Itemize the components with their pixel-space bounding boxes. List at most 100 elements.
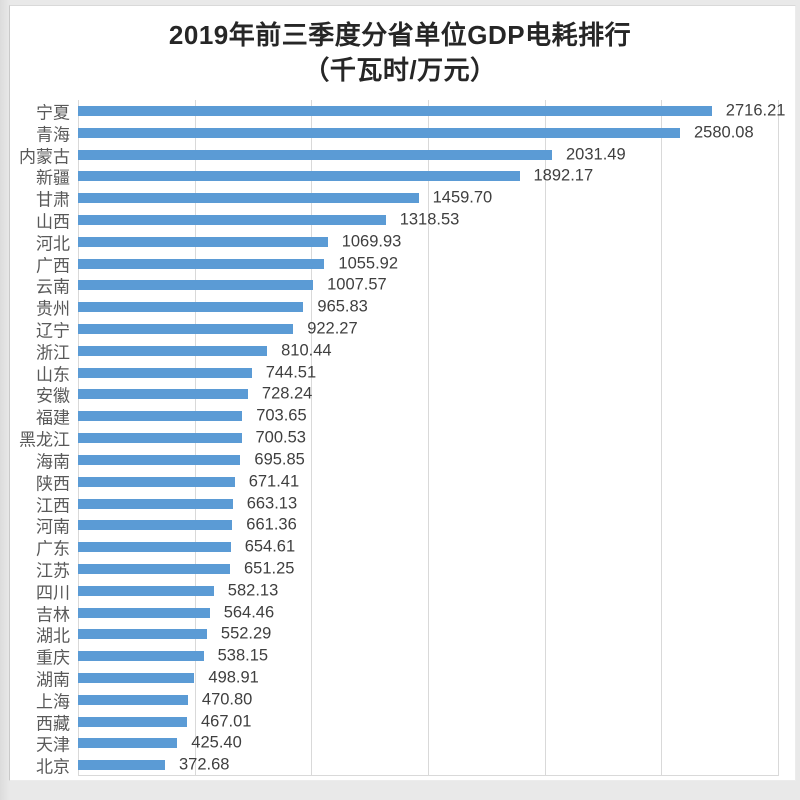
category-label: 四川 (36, 583, 70, 603)
value-label: 564.46 (223, 603, 275, 622)
bar-row: 福建 703.65 (0, 405, 780, 428)
value-label: 661.36 (246, 515, 297, 534)
category-label: 湖南 (36, 670, 70, 690)
category-label: 重庆 (36, 648, 70, 668)
value-bar (78, 149, 552, 160)
value-bar (78, 760, 165, 771)
bar-row: 上海 470.80 (0, 689, 780, 711)
value-label: 663.13 (246, 494, 298, 513)
bar-row: 山东 744.51 (0, 362, 780, 384)
category-label: 贵州 (36, 299, 70, 319)
bar-row: 江西 663.13 (0, 493, 780, 515)
value-bar (78, 454, 241, 465)
x-gridline (778, 100, 779, 776)
bar-row: 贵州 965.83 (0, 296, 780, 319)
bar-row: 湖北 552.29 (0, 624, 780, 646)
value-label: 728.24 (261, 384, 313, 403)
bar-row: 海南 695.85 (0, 449, 780, 471)
x-gridline (311, 100, 313, 776)
category-label: 广东 (36, 539, 70, 559)
category-label: 上海 (36, 692, 70, 712)
value-label: 651.25 (244, 559, 295, 578)
value-bar (78, 651, 204, 662)
value-bar (78, 280, 314, 291)
bar-row: 河南 661.36 (0, 514, 780, 537)
value-label: 1459.70 (432, 188, 493, 207)
bar-row: 广西 1055.92 (0, 253, 780, 275)
value-bar (78, 214, 386, 225)
bar-row: 河北 1069.93 (0, 231, 780, 253)
bar-row: 宁夏 2716.21 (0, 100, 785, 123)
bar-row: 重庆 538.15 (0, 645, 780, 668)
value-label: 372.68 (179, 755, 230, 774)
chart-title-line1: 2019年前三季度分省单位GDP电耗排行 (168, 20, 632, 50)
category-label: 安徽 (36, 386, 70, 406)
value-bar (78, 716, 187, 727)
value-bar (78, 411, 243, 422)
value-bar (78, 345, 268, 356)
value-bar (78, 476, 235, 487)
category-label: 河北 (36, 234, 70, 254)
category-label: 北京 (36, 757, 70, 777)
category-label: 甘肃 (36, 190, 70, 210)
bar-rows: 宁夏 2716.21 青海 2580.08 内蒙古 2031.49 新疆 189… (0, 100, 785, 777)
bar-row: 浙江 810.44 (0, 340, 780, 362)
value-bar (78, 105, 712, 116)
bar-row: 北京 372.68 (0, 754, 780, 777)
value-bar (78, 171, 520, 182)
bar-row: 安徽 728.24 (0, 384, 780, 406)
bar-row: 湖南 498.91 (0, 667, 780, 690)
value-label: 552.29 (220, 624, 272, 643)
category-label: 广西 (36, 256, 70, 276)
category-label: 吉林 (36, 605, 70, 625)
category-label: 内蒙古 (19, 147, 70, 167)
value-bar (78, 585, 214, 596)
value-bar (78, 302, 304, 313)
value-label: 922.27 (307, 319, 358, 338)
value-bar (78, 607, 210, 618)
value-label: 1069.93 (341, 232, 402, 251)
category-label: 福建 (36, 408, 70, 428)
bar-row: 内蒙古 2031.49 (0, 144, 780, 166)
bar-row: 吉林 564.46 (0, 602, 780, 624)
bar-row: 甘肃 1459.70 (0, 187, 780, 210)
category-label: 海南 (36, 452, 70, 472)
category-label: 江苏 (36, 561, 70, 581)
value-bar (78, 367, 252, 378)
bar-row: 黑龙江 700.53 (0, 427, 780, 450)
chart-title: 2019年前三季度分省单位GDP电耗排行 （千瓦时/万元） (0, 18, 800, 88)
value-bar (78, 542, 231, 553)
value-label: 467.01 (201, 712, 252, 731)
value-bar (78, 127, 680, 138)
x-axis-line (78, 775, 778, 776)
category-label: 陕西 (36, 474, 70, 494)
bar-row: 江苏 651.25 (0, 558, 780, 580)
value-label: 1892.17 (533, 166, 594, 185)
bar-row: 新疆 1892.17 (0, 165, 780, 188)
category-label: 新疆 (36, 168, 70, 188)
value-label: 470.80 (201, 690, 253, 709)
category-label: 江西 (36, 496, 70, 516)
category-label: 黑龙江 (19, 430, 70, 450)
category-label: 青海 (36, 125, 70, 145)
value-label: 700.53 (255, 428, 306, 447)
value-label: 965.83 (317, 297, 368, 316)
x-gridline (428, 100, 429, 776)
bar-row: 广东 654.61 (0, 536, 780, 559)
category-label: 宁夏 (36, 103, 70, 123)
category-label: 浙江 (36, 343, 70, 363)
value-label: 810.44 (281, 341, 332, 360)
value-label: 498.91 (208, 668, 259, 687)
bar-row: 四川 582.13 (0, 580, 780, 602)
value-bar (78, 236, 328, 247)
bar-row: 陕西 671.41 (0, 471, 780, 493)
value-label: 425.40 (191, 733, 242, 752)
value-bar (78, 629, 207, 640)
bar-row: 西藏 467.01 (0, 711, 780, 733)
category-label: 湖北 (36, 626, 70, 646)
bar-row: 天津 425.40 (0, 733, 780, 755)
value-bar (78, 258, 325, 269)
plot-area: 宁夏 2716.21 青海 2580.08 内蒙古 2031.49 新疆 189… (0, 100, 785, 777)
value-label: 2716.21 (725, 101, 786, 120)
